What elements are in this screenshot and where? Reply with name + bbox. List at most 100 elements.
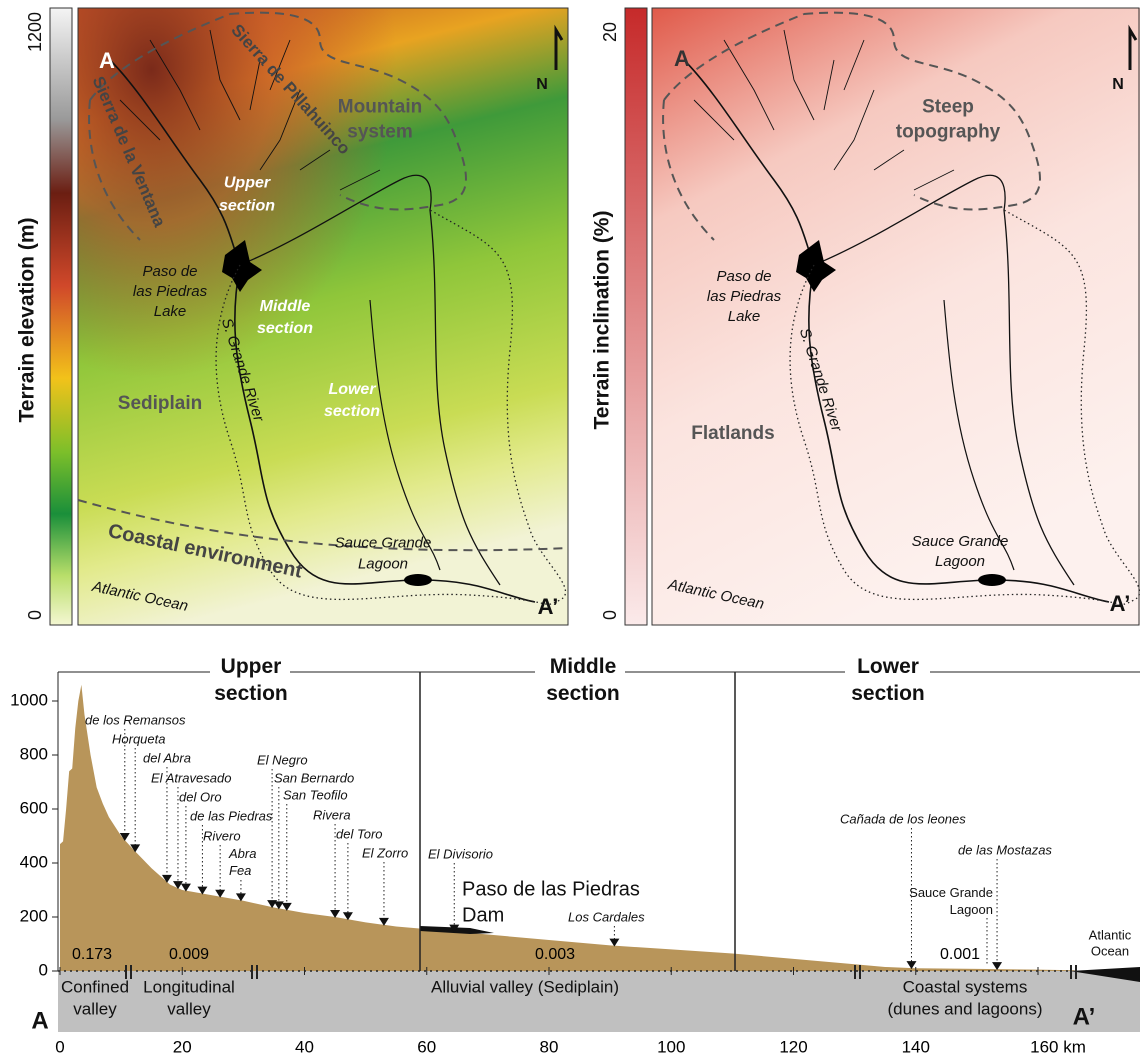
map-label: Sediplain <box>118 393 202 414</box>
mountain-shading <box>78 8 568 625</box>
tributary-label-group: Rivero <box>203 828 241 843</box>
tributary-marker <box>378 917 389 926</box>
landform-label: valley <box>167 999 211 1018</box>
watershed <box>789 209 1140 605</box>
map-label: Lower <box>328 381 376 398</box>
map-label: las Piedras <box>133 283 208 300</box>
tributary-label: San Teofilo <box>283 787 348 802</box>
map-label: A’ <box>1110 591 1131 616</box>
substrate-band <box>58 971 1140 1032</box>
dam <box>420 926 494 934</box>
lagoon-label: Sauce Grande <box>909 885 993 900</box>
river <box>808 264 1110 603</box>
tributary-marker <box>197 886 208 895</box>
lagoon-label-group: Sauce Grande Lagoon <box>909 885 993 917</box>
tributary-label-group: Abra Fea <box>228 846 256 878</box>
x-tick-label: 120 <box>779 1037 807 1056</box>
tributary-label: El Divisorio <box>428 846 493 861</box>
map-label: Steep <box>922 97 974 118</box>
map-label: topography <box>896 122 1001 143</box>
map-label: system <box>347 122 413 143</box>
coast-boundary <box>77 499 569 552</box>
river <box>813 174 1075 586</box>
tributary-label-group: del Toro <box>336 826 383 841</box>
colorbar-label-group: Terrain elevation (m) <box>16 218 39 423</box>
gradient-label: 0.009 <box>169 946 209 963</box>
tributary-label-group: El Zorro <box>362 845 408 860</box>
colorbar-tick-label-group: 0 <box>25 610 45 620</box>
colorbar <box>624 7 648 626</box>
section-label: Upper <box>221 655 282 678</box>
map-label: Mountain <box>338 97 422 118</box>
y-tick-label: 800 <box>20 744 48 763</box>
tributary-label-group: El Negro <box>257 752 308 767</box>
map-label: section <box>219 198 275 215</box>
tributary-label: de los Remansos <box>85 712 186 727</box>
tributary-label-group: El Divisorio <box>428 846 493 861</box>
landform-label: (dunes and lagoons) <box>887 999 1042 1018</box>
section-label-group: Middle section <box>546 655 620 705</box>
colorbar-tick-label-group: 0 <box>600 610 620 620</box>
x-tick-label: 20 <box>173 1037 192 1056</box>
tributary-marker <box>161 874 172 883</box>
x-tick-label: 80 <box>540 1037 559 1056</box>
tributary-marker <box>235 893 246 902</box>
tributary-label-group: Rivera <box>313 807 351 822</box>
map-label: N <box>536 76 548 93</box>
tributary-marker <box>119 833 130 842</box>
profile-end-label-group: A <box>31 1007 48 1034</box>
tributary-label: Cañada de los leones <box>840 811 966 826</box>
map-label: Sauce Grande <box>912 533 1009 550</box>
tributary-label: Rivera <box>313 807 351 822</box>
map-label: Paso de <box>142 263 197 280</box>
river <box>943 299 1015 571</box>
tributary-marker <box>449 924 460 933</box>
map-label-group: A <box>99 48 115 73</box>
ocean-wedge <box>1070 967 1140 982</box>
river <box>369 299 441 571</box>
map-label: A <box>99 48 115 73</box>
landform-label-group: Coastal systems (dunes and lagoons) <box>887 977 1042 1018</box>
elevation-profile <box>60 684 1075 971</box>
landform-label-group: Alluvial valley (Sediplain) <box>431 977 619 996</box>
tributary-marker <box>180 883 191 892</box>
tributary-label-group: San Bernardo <box>274 770 354 785</box>
tributary-label-group: El Atravesado <box>151 770 231 785</box>
region-boundary <box>662 11 1041 241</box>
map-label: Paso de <box>716 268 771 285</box>
ocean-label: Atlantic <box>1089 927 1132 942</box>
colorbar-tick-label: 1200 <box>25 12 45 52</box>
map-frame <box>77 7 569 626</box>
tributary-marker <box>172 881 183 890</box>
map-label: Flatlands <box>691 423 774 444</box>
x-tick-label: 160 km <box>1030 1037 1086 1056</box>
map-label: Lake <box>728 308 761 325</box>
section-label: Middle <box>550 655 617 678</box>
section-label: Lower <box>857 655 919 678</box>
colorbar-tick-label: 0 <box>25 610 45 620</box>
map-label: las Piedras <box>707 288 782 305</box>
map-label: N <box>1112 76 1124 93</box>
x-tick-label: 100 <box>657 1037 685 1056</box>
river <box>109 59 241 266</box>
tributary-label: de las Mostazas <box>958 842 1052 857</box>
colorbar-tick-label-group: 20 <box>600 22 620 42</box>
lagoon <box>978 574 1006 586</box>
map-label: Sauce Grande <box>335 534 432 551</box>
tributary-marker <box>992 962 1003 971</box>
landform-label: Coastal systems <box>903 977 1028 996</box>
map-label-group: Steep topography <box>896 97 1001 143</box>
gradient-label: 0.001 <box>940 946 980 963</box>
lagoon <box>404 574 432 586</box>
map-label-group: Upper section <box>219 175 275 215</box>
map-label-group: A’ <box>1110 591 1131 616</box>
x-tick-label: 60 <box>417 1037 436 1056</box>
dam-label-group: Paso de las Piedras Dam <box>462 878 640 926</box>
map-label-group: Lower section <box>324 381 380 420</box>
map-label-group: Sediplain <box>118 393 202 414</box>
section-label: section <box>546 682 620 705</box>
colorbar-tick-label: 0 <box>600 610 620 620</box>
colorbar-label-group: Terrain inclination (%) <box>591 211 614 430</box>
river <box>683 59 815 266</box>
